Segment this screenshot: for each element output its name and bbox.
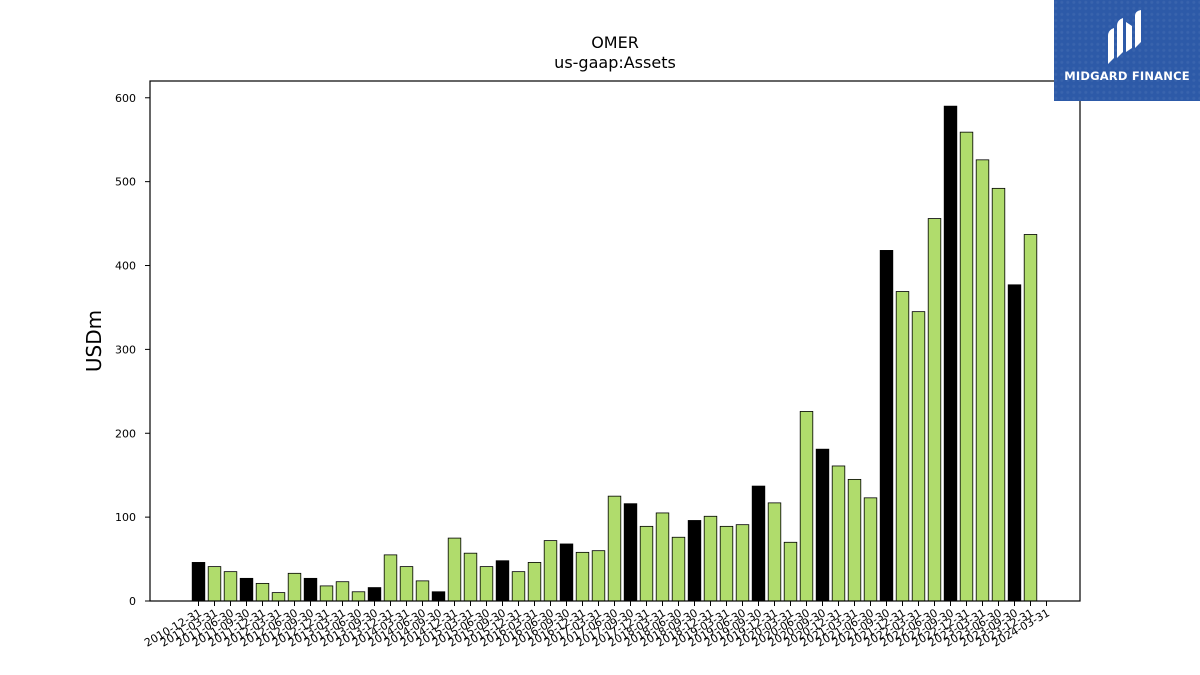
bar-2021-06-30 xyxy=(863,497,878,602)
bar-2011-03-31 xyxy=(207,566,222,602)
bar-2019-03-31 xyxy=(719,525,734,602)
bar-2014-09-30 xyxy=(431,591,446,602)
bar-2020-03-31 xyxy=(783,541,798,602)
bar-2015-12-31 xyxy=(511,571,526,602)
midgard-logo-icon xyxy=(1108,10,1141,64)
bar-2020-09-30 xyxy=(815,448,830,602)
bar-2021-03-31 xyxy=(847,478,862,602)
bar-2017-03-31 xyxy=(591,550,606,602)
bar-2015-06-30 xyxy=(479,566,494,602)
bar-2022-09-30 xyxy=(943,105,958,602)
bar-2014-06-30 xyxy=(415,580,430,602)
bar-2014-03-31 xyxy=(399,566,414,602)
bar-2013-09-30 xyxy=(367,587,382,602)
bar-2011-06-30 xyxy=(223,571,238,602)
y-axis-label: USDm xyxy=(82,310,106,372)
bar-2012-03-31 xyxy=(271,592,286,602)
bar-2012-12-31 xyxy=(319,585,334,602)
bar-2012-06-30 xyxy=(287,572,302,602)
bar-2019-06-30 xyxy=(735,524,750,602)
bar-2023-09-30 xyxy=(1007,284,1022,602)
bar-2020-12-31 xyxy=(831,465,846,602)
bar-2011-09-30 xyxy=(239,577,254,602)
y-tick-label: 500 xyxy=(115,176,136,189)
bar-2016-12-31 xyxy=(575,551,590,602)
bar-2013-03-31 xyxy=(335,581,350,602)
bar-2015-03-31 xyxy=(463,552,478,602)
bar-2017-09-30 xyxy=(623,503,638,602)
bar-2012-09-30 xyxy=(303,577,318,602)
chart-subtitle: us-gaap:Assets xyxy=(554,53,676,72)
midgard-finance-logo: MIDGARD FINANCE xyxy=(1054,0,1200,101)
bar-2023-12-31 xyxy=(1023,234,1038,602)
y-tick-label: 600 xyxy=(115,92,136,105)
bar-2013-06-30 xyxy=(351,591,366,602)
bar-2018-03-31 xyxy=(655,512,670,602)
x-axis-ticks: 2010-12-312011-03-312011-06-302011-09-30… xyxy=(142,601,1052,650)
bar-2013-12-31 xyxy=(383,554,398,602)
y-axis-ticks: 0 100 200 300 400 500 600 xyxy=(115,92,150,608)
y-tick-label: 200 xyxy=(115,427,136,440)
bar-2023-06-30 xyxy=(991,187,1006,602)
bar-2022-03-31 xyxy=(911,311,926,602)
bar-2021-09-30 xyxy=(879,250,894,602)
bar-2022-06-30 xyxy=(927,218,942,602)
bar-2011-12-31 xyxy=(255,582,270,602)
bar-2017-06-30 xyxy=(607,495,622,602)
bar-2018-06-30 xyxy=(671,536,686,602)
y-tick-label: 100 xyxy=(115,511,136,524)
bar-2015-09-30 xyxy=(495,560,510,602)
y-tick-label: 300 xyxy=(115,343,136,356)
y-tick-label: 0 xyxy=(129,595,136,608)
bar-2023-03-31 xyxy=(975,159,990,602)
plot-frame xyxy=(149,80,1081,602)
bar-2014-12-31 xyxy=(447,537,462,602)
bar-2010-12-31 xyxy=(191,562,206,602)
chart-title: OMER xyxy=(591,33,639,52)
bar-2019-12-31 xyxy=(767,502,782,602)
bar-2016-09-30 xyxy=(559,543,574,602)
bar-2018-12-31 xyxy=(703,515,718,602)
y-tick-label: 400 xyxy=(115,260,136,273)
bar-2022-12-31 xyxy=(959,131,974,602)
bar-2016-06-30 xyxy=(543,540,558,602)
bar-2018-09-30 xyxy=(687,520,702,602)
bar-2021-12-31 xyxy=(895,291,910,602)
bars-group xyxy=(191,105,1038,602)
bar-2020-06-30 xyxy=(799,411,814,602)
bar-2019-09-30 xyxy=(751,485,766,602)
bar-2016-03-31 xyxy=(527,562,542,602)
logo-text: MIDGARD FINANCE xyxy=(1064,69,1190,83)
bar-2017-12-31 xyxy=(639,525,654,602)
